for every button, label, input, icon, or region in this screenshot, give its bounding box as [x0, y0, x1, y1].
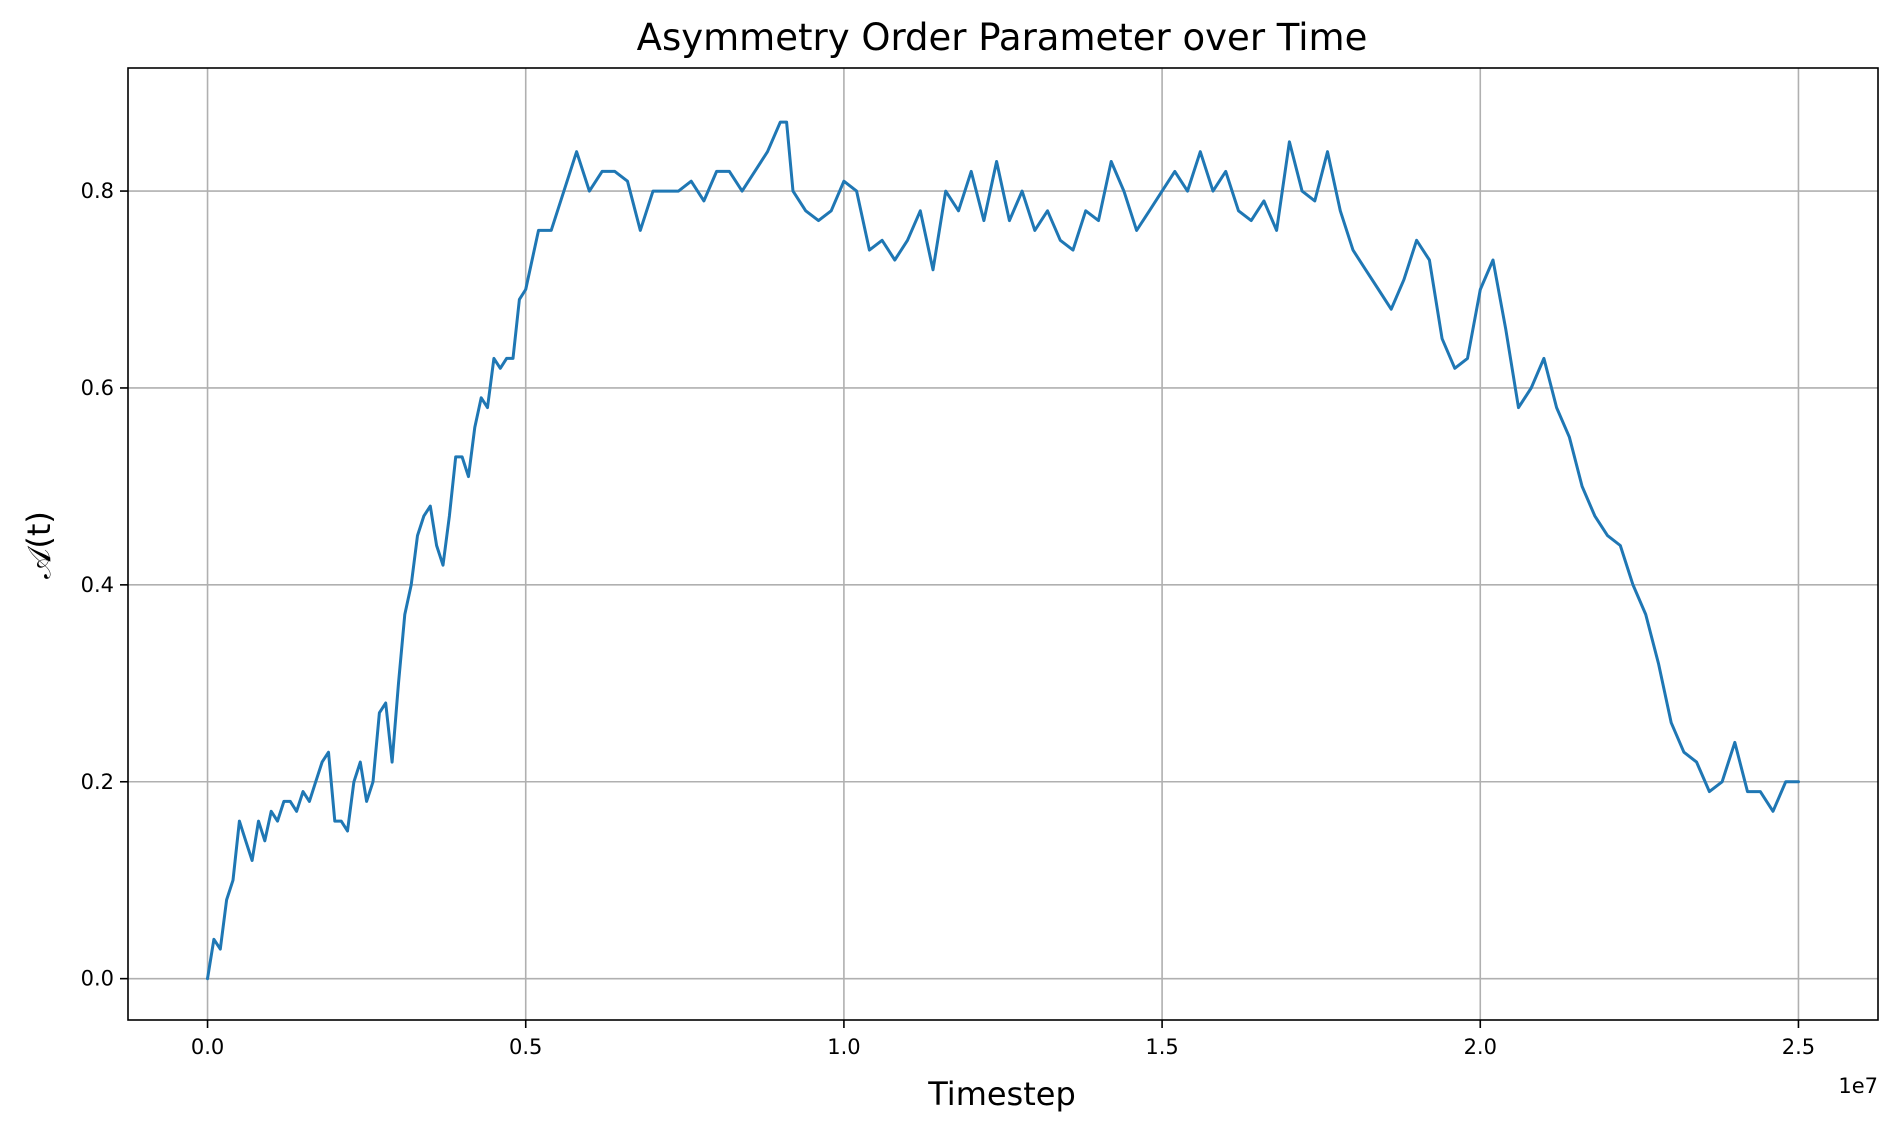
x-tick-label: 1.5 [1145, 1035, 1178, 1059]
plot-frame [127, 67, 1879, 1021]
series-layer [206, 120, 1800, 981]
series-line [206, 120, 1800, 981]
x-tick-label: 1.0 [827, 1035, 860, 1059]
x-tick-label: 0.0 [191, 1035, 224, 1059]
y-tick-label: 0.6 [81, 376, 114, 400]
y-axis: 0.0 0.2 0.4 0.6 0.8 [81, 179, 128, 991]
x-axis-offset-label: 1e7 [1838, 1074, 1878, 1098]
x-tick-label: 0.5 [509, 1035, 542, 1059]
x-tick-label: 2.0 [1464, 1035, 1497, 1059]
x-tick-label: 2.5 [1782, 1035, 1815, 1059]
chart-title: Asymmetry Order Parameter over Time [637, 16, 1368, 59]
y-tick-label: 0.0 [81, 967, 114, 991]
x-axis-label: Timestep [927, 1075, 1076, 1113]
grid-lines [128, 68, 1878, 1020]
y-tick-label: 0.8 [81, 179, 114, 203]
y-tick-label: 0.2 [81, 770, 114, 794]
x-axis: 0.0 0.5 1.0 1.5 2.0 2.5 [191, 1020, 1815, 1059]
y-axis-label: 𝒜(t) [20, 511, 58, 579]
y-tick-label: 0.4 [81, 573, 114, 597]
